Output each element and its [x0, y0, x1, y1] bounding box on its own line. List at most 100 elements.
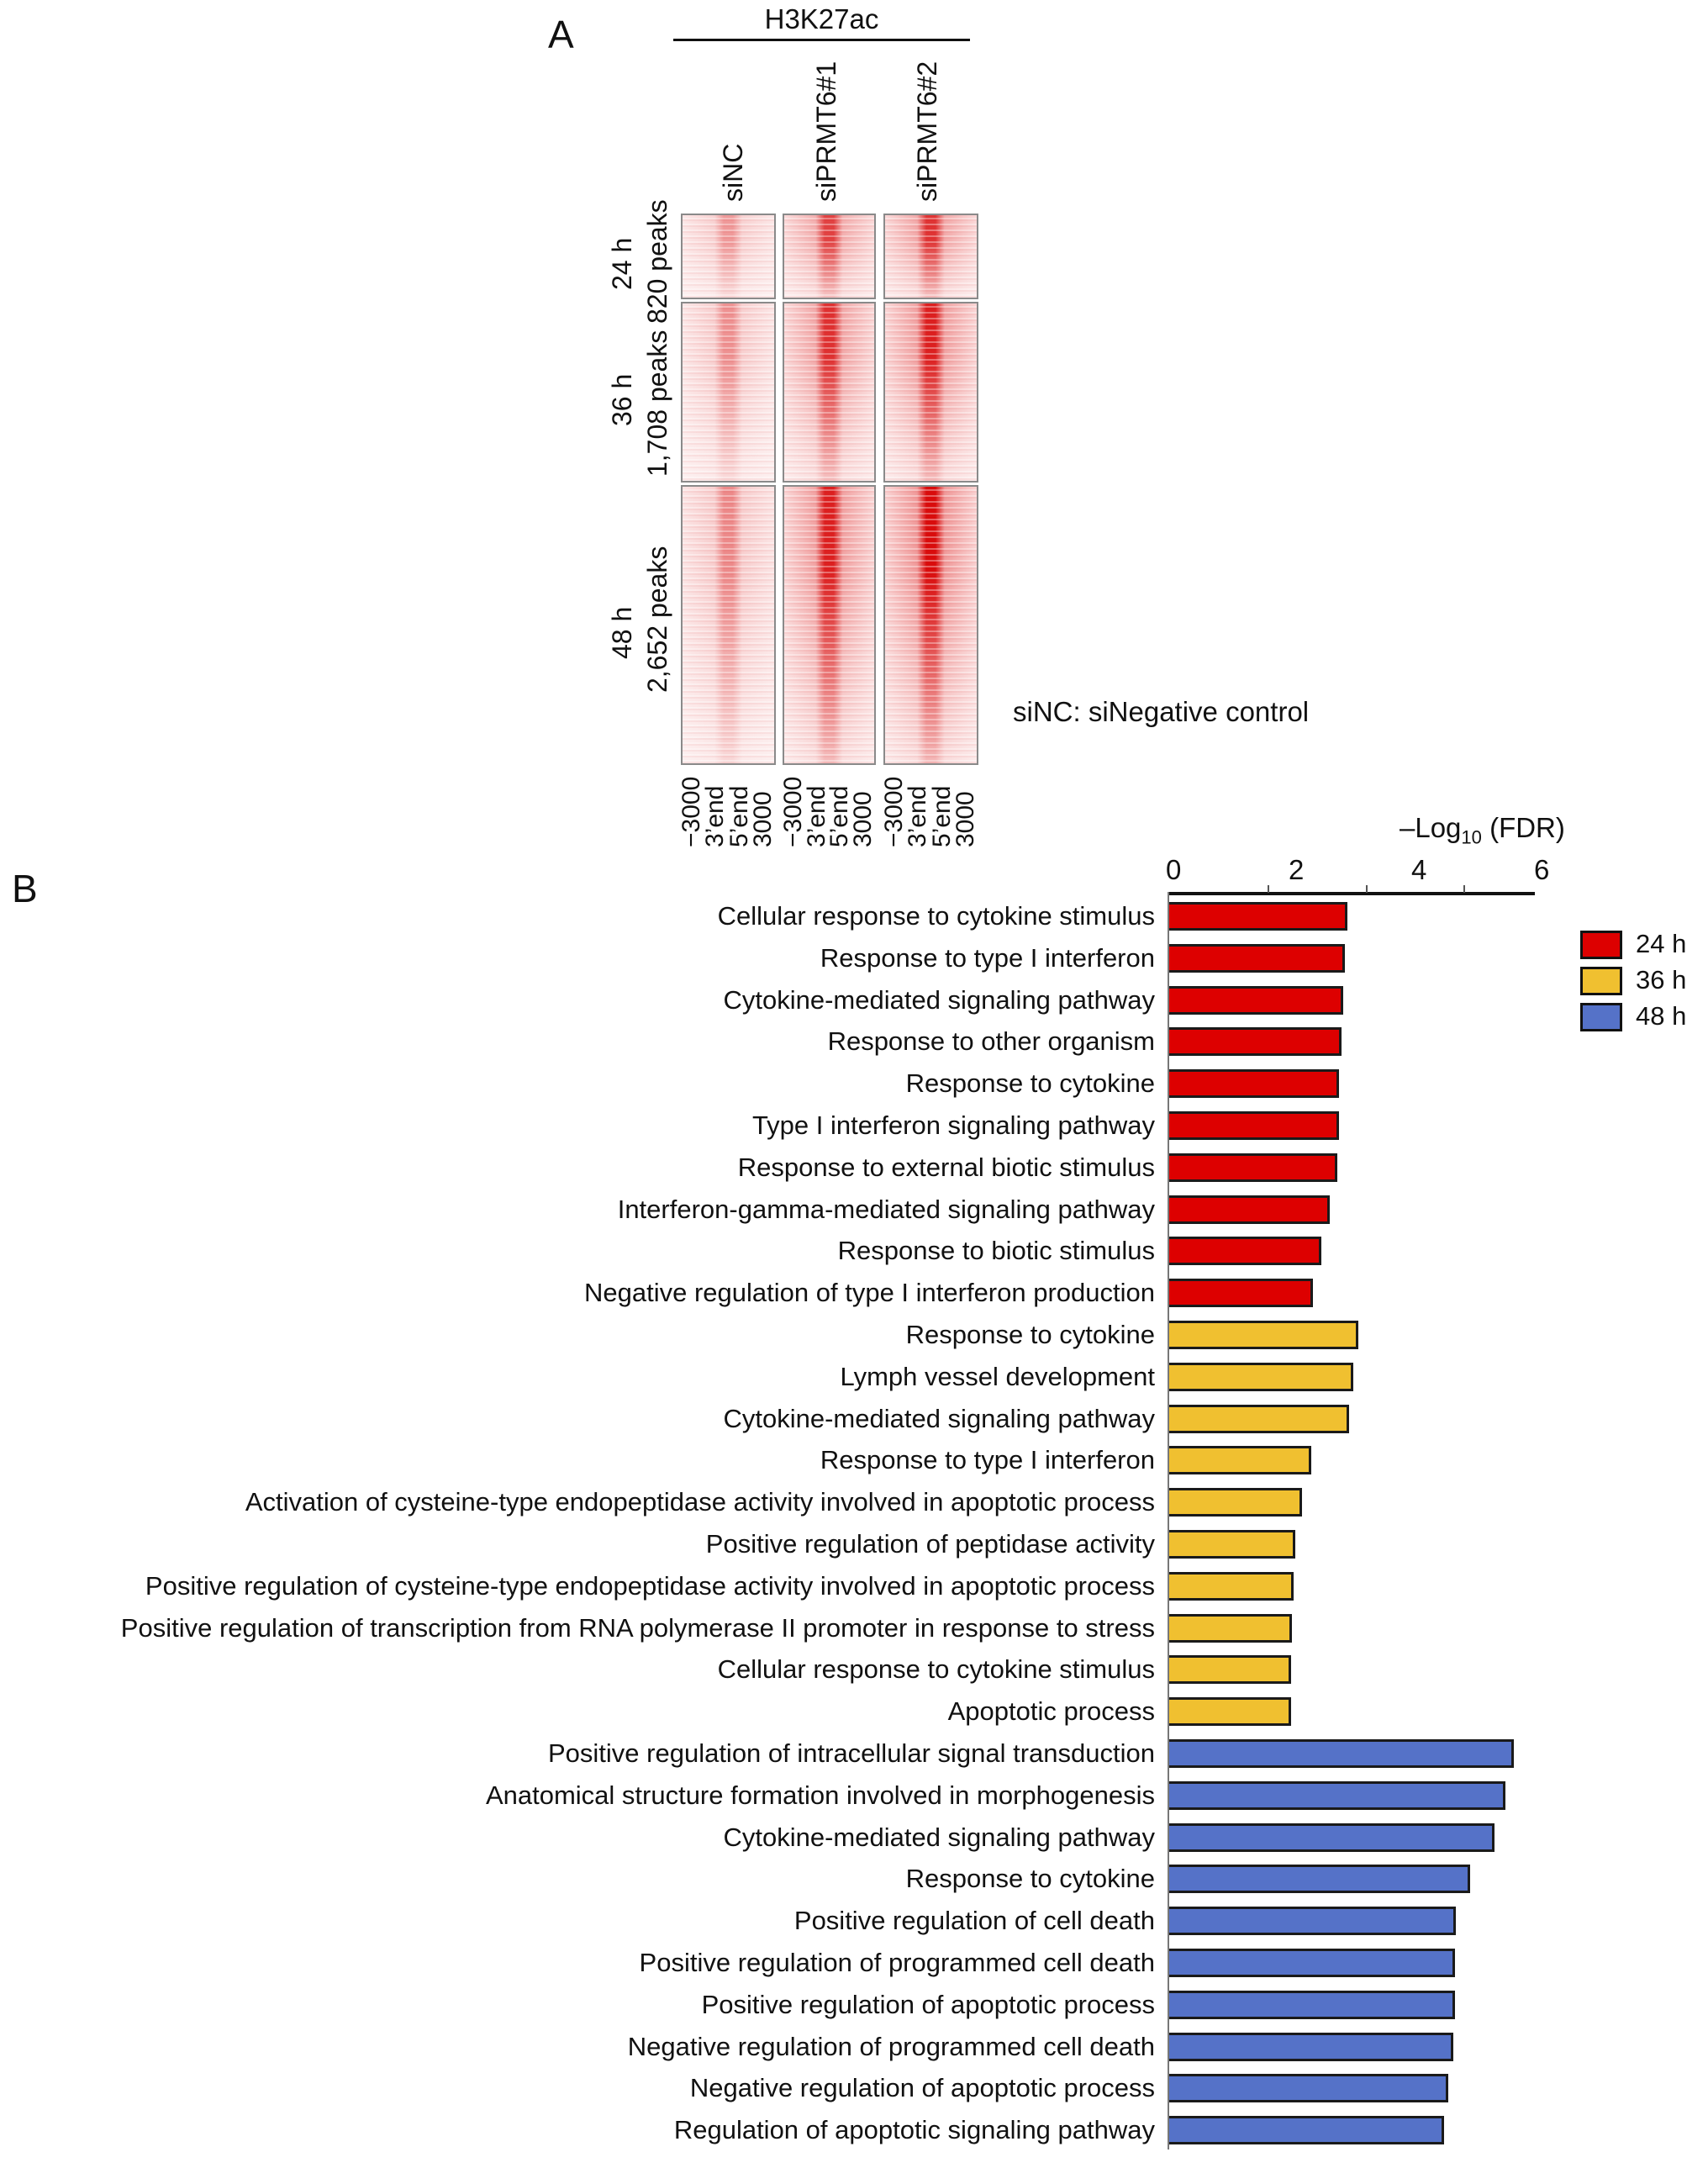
x-axis-tick: [1267, 885, 1269, 893]
category-label: Cellular response to cytokine stimulus: [717, 1654, 1155, 1685]
category-label: Negative regulation of programmed cell d…: [627, 2031, 1155, 2061]
category-label: Activation of cysteine-type endopeptidas…: [245, 1487, 1155, 1517]
heatmap-streaks: [683, 487, 774, 763]
category-label: Response to type I interferon: [820, 942, 1155, 973]
bar-36h-3: [1169, 1446, 1312, 1475]
bar-24h-0: [1169, 902, 1347, 931]
heatmap-signal: [683, 303, 774, 481]
bar-24h-5: [1169, 1111, 1340, 1140]
bar-24h-9: [1169, 1279, 1313, 1308]
bar-24h-4: [1169, 1069, 1340, 1099]
category-label: Response to type I interferon: [820, 1445, 1155, 1475]
heatmap-streaks: [885, 303, 977, 481]
heatmap-x-tick-label: 3000: [749, 791, 777, 847]
heatmap-tile: [681, 302, 776, 483]
heatmap-signal: [683, 487, 774, 763]
column-label: siNC: [718, 143, 748, 202]
bar-36h-6: [1169, 1571, 1294, 1601]
heatmap-signal: [784, 303, 874, 481]
legend-label: 48 h: [1636, 1001, 1687, 1031]
row-label-time: 24 h: [607, 237, 637, 290]
column-label: siPRMT6#1: [811, 61, 841, 202]
heatmap-streaks: [683, 303, 774, 481]
category-label: Anatomical structure formation involved …: [485, 1780, 1155, 1810]
column-label: siPRMT6#2: [912, 61, 942, 202]
category-label: Interferon-gamma-mediated signaling path…: [617, 1194, 1155, 1224]
heatmap-signal: [885, 303, 977, 481]
bar-36h-8: [1169, 1655, 1292, 1685]
heatmap-signal: [683, 215, 774, 298]
category-label: Positive regulation of cysteine-type end…: [145, 1570, 1155, 1601]
x-axis-tick: [1365, 885, 1368, 893]
heatmap-x-tick-label: 3000: [849, 791, 877, 847]
heatmap-streaks: [784, 215, 874, 298]
legend-swatch-48h: [1580, 1003, 1622, 1031]
bar-24h-7: [1169, 1195, 1331, 1224]
legend-swatch-24h: [1580, 931, 1622, 959]
heatmap-tile: [883, 485, 978, 765]
bar-36h-5: [1169, 1530, 1295, 1559]
legend-label: 36 h: [1636, 965, 1687, 994]
x-axis-title-main: –Log: [1400, 812, 1462, 843]
heatmap-tile: [681, 214, 776, 299]
category-label: Positive regulation of apoptotic process: [701, 1989, 1155, 2019]
category-label: Cytokine-mediated signaling pathway: [723, 1403, 1155, 1433]
heatmap-streaks: [784, 487, 874, 763]
y-axis-line: [1168, 892, 1169, 2150]
bar-36h-4: [1169, 1488, 1302, 1517]
heatmap-x-tick-label: 3’end: [701, 785, 730, 847]
x-axis-title: –Log10 (FDR): [1400, 812, 1565, 849]
category-label: Type I interferon signaling pathway: [751, 1110, 1155, 1140]
bar-48h-4: [1169, 1907, 1456, 1936]
bar-48h-0: [1169, 1739, 1515, 1768]
x-axis-title-sub: 10: [1461, 826, 1482, 848]
category-label: Regulation of apoptotic signaling pathwa…: [673, 2115, 1155, 2145]
bar-24h-6: [1169, 1153, 1338, 1182]
category-label: Negative regulation of type I interferon…: [584, 1278, 1155, 1308]
bar-24h-3: [1169, 1027, 1342, 1057]
category-label: Response to external biotic stimulus: [737, 1152, 1155, 1182]
bar-24h-1: [1169, 943, 1345, 973]
row-label-peaks: 1,708 peaks: [642, 330, 672, 477]
category-label: Positive regulation of transcription fro…: [120, 1612, 1155, 1643]
category-label: Response to biotic stimulus: [837, 1236, 1155, 1266]
category-label: Response to other organism: [827, 1026, 1155, 1057]
category-label: Cytokine-mediated signaling pathway: [723, 984, 1155, 1015]
panel-a-label: A: [548, 13, 574, 56]
heatmap-x-tick-label: 3000: [952, 791, 979, 847]
bar-48h-6: [1169, 1990, 1456, 2019]
category-label: Apoptotic process: [947, 1696, 1155, 1727]
heatmap-tile: [883, 302, 978, 483]
heatmap-x-tick-label: 3’end: [904, 785, 932, 847]
heatmap-tile: [783, 214, 876, 299]
heatmap-signal: [784, 215, 874, 298]
category-label: Response to cytokine: [905, 1320, 1155, 1349]
bar-24h-8: [1169, 1237, 1322, 1266]
row-label-time: 48 h: [607, 606, 637, 659]
bar-36h-0: [1169, 1321, 1358, 1349]
row-label-peaks: 2,652 peaks: [642, 546, 672, 693]
bar-48h-1: [1169, 1780, 1506, 1810]
heatmap-streaks: [885, 215, 977, 298]
category-label: Positive regulation of cell death: [793, 1906, 1155, 1936]
legend-label: 24 h: [1636, 929, 1687, 958]
x-tick-label: 2: [1289, 854, 1305, 885]
panel-b-label: B: [12, 867, 38, 910]
heatmap-tile: [883, 214, 978, 299]
bar-36h-7: [1169, 1613, 1292, 1643]
x-axis-tick: [1463, 885, 1466, 893]
mark-title: H3K27ac: [764, 3, 879, 34]
category-label: Lymph vessel development: [840, 1361, 1156, 1391]
x-axis-title-tail: (FDR): [1481, 812, 1565, 843]
x-tick-label: 0: [1166, 854, 1182, 885]
legend-swatch-36h: [1580, 967, 1622, 995]
row-label-time: 36 h: [607, 373, 637, 426]
heatmap-tile: [681, 485, 776, 765]
abbreviation-note: siNC: siNegative control: [1013, 696, 1310, 727]
bar-36h-2: [1169, 1404, 1349, 1433]
bar-48h-2: [1169, 1822, 1494, 1852]
category-label: Positive regulation of programmed cell d…: [639, 1948, 1155, 1977]
heatmap-tile: [783, 302, 876, 483]
mark-title-line: [673, 39, 970, 41]
bar-48h-7: [1169, 2032, 1453, 2061]
